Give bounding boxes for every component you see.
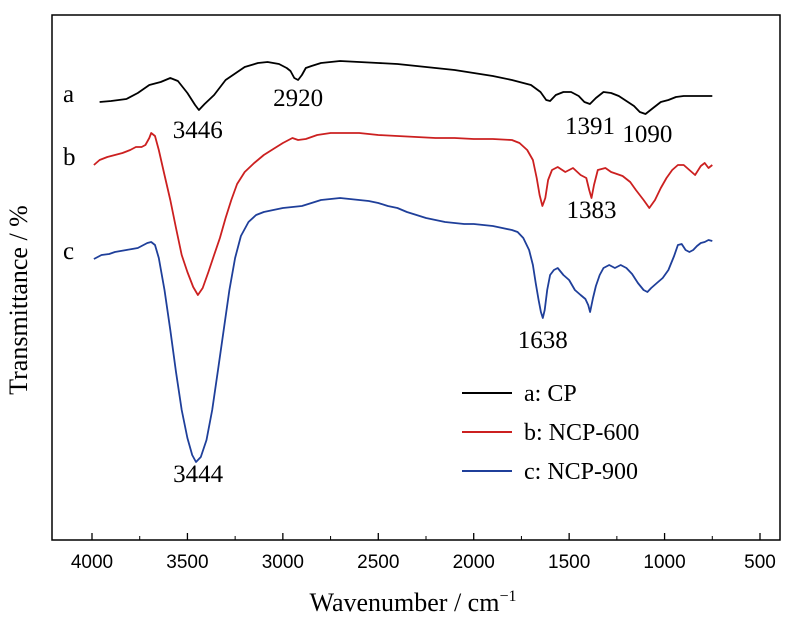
legend-entry-a: a: CP bbox=[524, 381, 577, 407]
series-letter-b: b bbox=[63, 144, 76, 171]
series-letter-a: a bbox=[63, 81, 74, 108]
x-tick-label-1000: 1000 bbox=[643, 552, 685, 573]
series-line-a bbox=[99, 60, 713, 115]
x-tick-label-500: 500 bbox=[744, 552, 776, 573]
x-axis-ticks: 4000 3500 3000 2500 2000 1500 1000 500 bbox=[71, 533, 776, 573]
legend-entry-c: c: NCP-900 bbox=[524, 459, 638, 485]
legend: a: CP b: NCP-600 c: NCP-900 bbox=[462, 381, 639, 485]
x-axis-label-superscript: −1 bbox=[499, 588, 516, 605]
peak-label-1391: 1391 bbox=[565, 113, 615, 140]
peak-annotations: 3446 2920 1391 1090 1383 1638 3444 bbox=[173, 85, 673, 488]
series-line-b bbox=[93, 132, 713, 296]
x-tick-label-2000: 2000 bbox=[453, 552, 495, 573]
peak-label-3444: 3444 bbox=[173, 461, 224, 488]
y-axis-label: Transmittance / % bbox=[4, 205, 33, 395]
peak-label-1090: 1090 bbox=[622, 121, 672, 148]
legend-entry-b: b: NCP-600 bbox=[524, 420, 639, 446]
x-tick-label-3000: 3000 bbox=[262, 552, 304, 573]
x-tick-label-2500: 2500 bbox=[357, 552, 399, 573]
series-line-c bbox=[93, 197, 713, 463]
peak-label-3446: 3446 bbox=[173, 117, 223, 144]
x-tick-label-4000: 4000 bbox=[71, 552, 113, 573]
x-axis-label-text: Wavenumber / cm bbox=[310, 588, 500, 617]
peak-label-1383: 1383 bbox=[566, 197, 616, 224]
peak-label-1638: 1638 bbox=[518, 327, 568, 354]
x-axis-label: Wavenumber / cm−1 bbox=[310, 588, 517, 617]
plot-frame bbox=[51, 14, 781, 541]
series-layer bbox=[93, 60, 713, 463]
x-tick-label-3500: 3500 bbox=[166, 552, 208, 573]
peak-label-2920: 2920 bbox=[273, 85, 323, 112]
series-labels: a b c bbox=[63, 81, 76, 265]
series-letter-c: c bbox=[63, 238, 74, 265]
x-tick-label-1500: 1500 bbox=[548, 552, 590, 573]
